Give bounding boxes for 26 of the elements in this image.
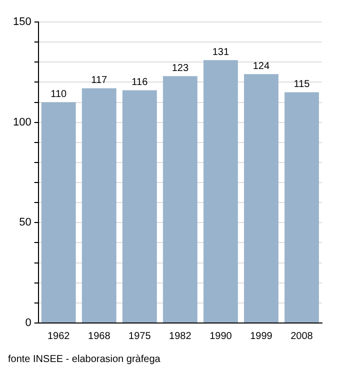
bar [284, 92, 319, 322]
y-tick-label: 0 [25, 317, 32, 330]
bar [82, 88, 116, 322]
y-tick-label: 50 [19, 216, 32, 229]
y-tick-label: 100 [12, 116, 32, 128]
data-label: 131 [212, 46, 230, 58]
data-label: 116 [132, 76, 148, 88]
bar [122, 90, 157, 322]
bar [41, 102, 76, 322]
data-label: 123 [172, 62, 189, 74]
data-label: 115 [294, 78, 310, 90]
x-tick-label: 1962 [47, 330, 70, 342]
x-tick-label: 1999 [250, 330, 273, 342]
bar [244, 74, 278, 322]
x-tick-label: 1982 [169, 330, 192, 342]
x-tick-label: 1975 [128, 330, 152, 342]
x-tick-label: 1968 [88, 330, 111, 342]
data-label: 110 [50, 89, 68, 100]
y-tick-label: 150 [12, 16, 32, 28]
bar [162, 76, 198, 322]
data-label: 117 [91, 74, 108, 86]
x-tick-label: 1990 [210, 330, 232, 342]
data-label: 124 [252, 60, 270, 72]
source-note: fonte INSEE - elaborasion gràfega [8, 354, 160, 365]
x-tick-label: 2008 [290, 330, 314, 342]
bar [203, 60, 238, 322]
